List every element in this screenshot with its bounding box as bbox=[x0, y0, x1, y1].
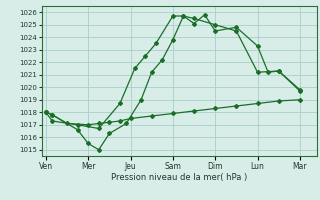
X-axis label: Pression niveau de la mer( hPa ): Pression niveau de la mer( hPa ) bbox=[111, 173, 247, 182]
